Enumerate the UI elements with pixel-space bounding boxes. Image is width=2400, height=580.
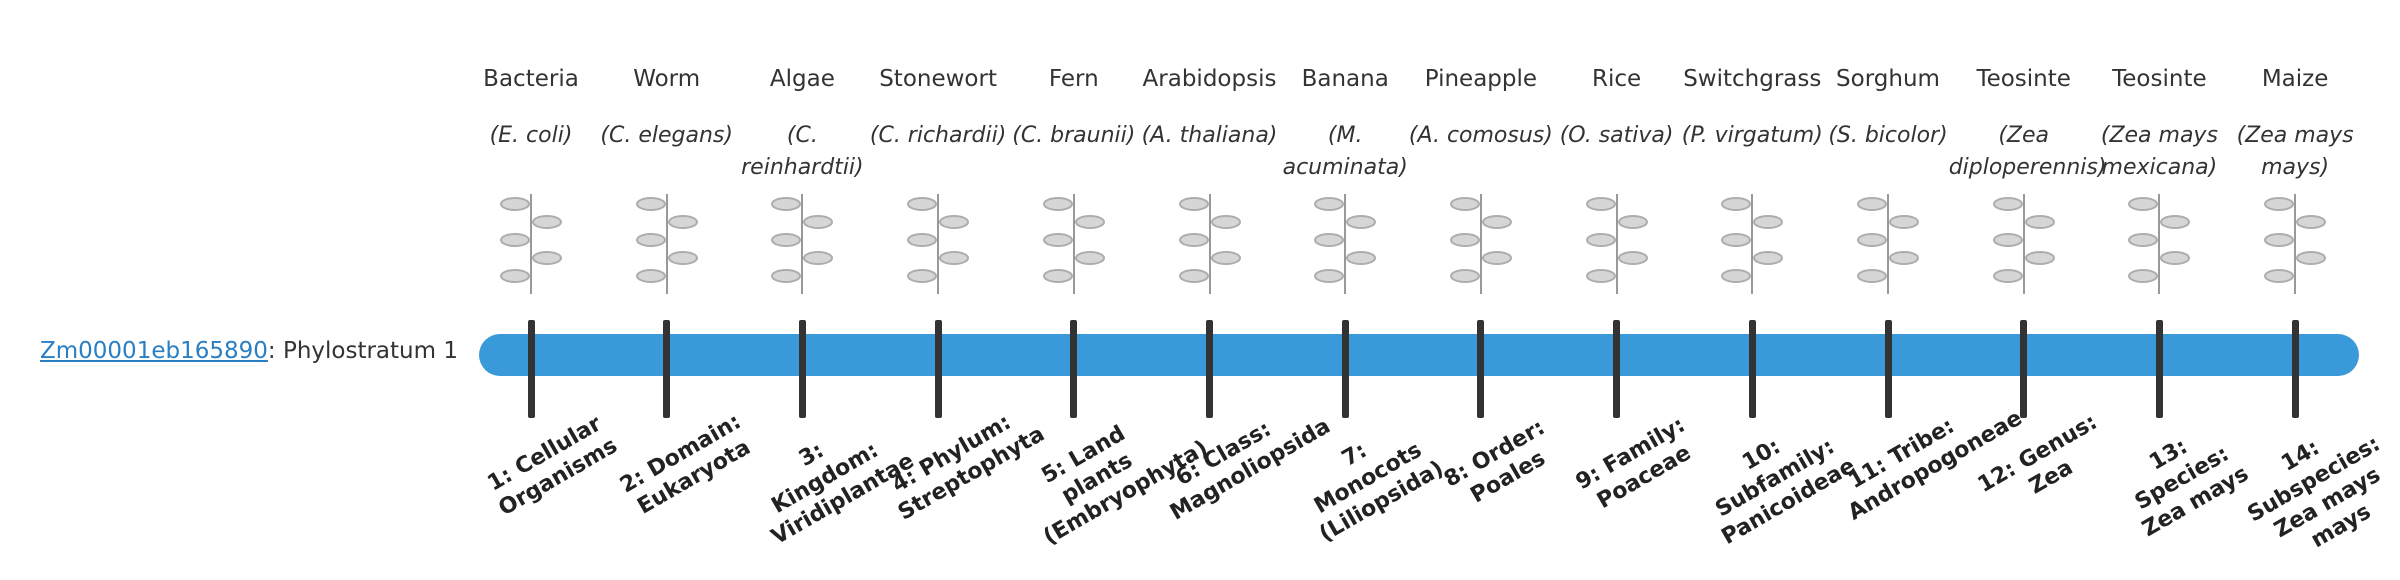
timeline-tick	[1206, 320, 1213, 418]
organism-name: Banana	[1301, 66, 1389, 92]
organism-illustration	[635, 194, 698, 294]
organism-illustration	[1042, 194, 1105, 294]
timeline-tick	[663, 320, 671, 418]
organism-species: (C. richardii)	[869, 123, 1007, 148]
organism-name: Sorghum	[1836, 66, 1940, 92]
organism-illustration	[1178, 194, 1241, 294]
organism-species: (C. braunii)	[1012, 123, 1136, 148]
organism-name: Algae	[769, 66, 835, 92]
stratum-label: 6: Class: Magnoliopsida	[1165, 413, 1335, 526]
organism-name: Rice	[1592, 66, 1642, 92]
organism-name: Stonewort	[879, 66, 997, 92]
stratum-label: 11: Tribe: Andropogoneae	[1843, 405, 2027, 526]
stratum-label: 8: Order: Poales	[1439, 415, 1550, 509]
organism-species: (C. reinhardtii)	[741, 123, 864, 180]
gene-suffix: : Phylostratum 1	[267, 338, 458, 364]
organism-name: Arabidopsis	[1142, 66, 1277, 92]
stratum-label: 1: Cellular Organisms	[483, 411, 622, 522]
stratum-label: 2: Domain: Eukaryota	[615, 409, 755, 520]
organism-species: (A. comosus)	[1408, 123, 1553, 148]
organism-illustration	[771, 194, 834, 294]
timeline-tick	[2155, 320, 2163, 418]
organism-illustration	[907, 194, 970, 294]
timeline-tick	[798, 320, 806, 418]
organism-name: Teosinte	[2112, 66, 2207, 92]
stratum-label: 4: Phylum: Streptophyta	[887, 409, 1050, 526]
gene-label: Zm00001eb165890: Phylostratum 1	[40, 338, 458, 364]
organism-species: (Zea mays mexicana)	[2100, 123, 2218, 180]
organism-name: Pineapple	[1424, 66, 1538, 92]
organism-species: (Zea mays mays)	[2236, 123, 2354, 180]
stratum-label: 14: Subspecies: Zea mays mays	[2243, 431, 2385, 554]
organism-name: Maize	[2261, 66, 2329, 92]
timeline-tick	[934, 320, 942, 418]
timeline-tick	[1748, 320, 1756, 418]
organism-species: (P. virgatum)	[1681, 123, 1823, 148]
timeline-tick	[1341, 320, 1349, 418]
organism-illustration	[1992, 194, 2055, 294]
organism-name: Switchgrass	[1683, 66, 1822, 92]
timeline-tick	[2020, 320, 2028, 418]
timeline-tick	[1613, 320, 1621, 418]
timeline-tick	[1477, 320, 1485, 418]
timeline-tick	[527, 320, 535, 418]
organism-species: (E. coli)	[489, 123, 573, 148]
gene-link[interactable]: Zm00001eb165890	[40, 338, 268, 364]
organism-species: (C. elegans)	[600, 123, 733, 148]
organism-illustration	[500, 194, 562, 294]
organism-name: Worm	[633, 66, 701, 92]
timeline-bar	[479, 334, 2359, 376]
stratum-label: 9: Family: Poaceae	[1571, 412, 1695, 515]
timeline-tick	[1884, 320, 1892, 418]
organism-species: (Zea diploperennis)	[1948, 123, 2107, 180]
organism-illustration	[1314, 194, 1377, 294]
organism-species: (O. sativa)	[1559, 123, 1674, 148]
organism-illustration	[1449, 194, 1512, 294]
organism-name: Bacteria	[483, 66, 579, 92]
timeline-tick	[1070, 320, 1078, 418]
organism-illustration	[2264, 194, 2327, 294]
organism-species: (S. bicolor)	[1828, 123, 1948, 148]
organism-species: (M. acuminata)	[1282, 123, 1408, 180]
organism-species: (A. thaliana)	[1141, 123, 1278, 148]
organism-name: Teosinte	[1976, 66, 2071, 92]
organism-illustration	[1585, 194, 1648, 294]
timeline-tick	[2291, 320, 2299, 418]
organism-illustration	[1857, 194, 1919, 294]
organism-illustration	[1721, 194, 1784, 294]
organism-name: Fern	[1048, 66, 1099, 92]
organism-illustration	[2128, 194, 2191, 294]
